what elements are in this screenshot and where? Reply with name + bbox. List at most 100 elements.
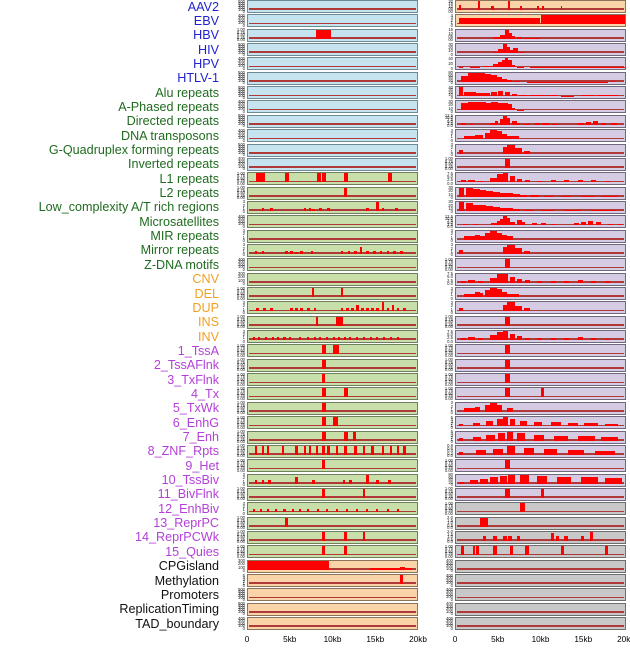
- track-plot[interactable]: [455, 502, 626, 515]
- track-plot[interactable]: [247, 445, 418, 458]
- track-plot[interactable]: [247, 301, 418, 314]
- track-label-10-tssbiv[interactable]: 10_TssBiv: [162, 474, 219, 486]
- track-plot[interactable]: [247, 258, 418, 271]
- track-plot[interactable]: [455, 431, 626, 444]
- track-plot[interactable]: [247, 373, 418, 386]
- track-label-l1-repeats[interactable]: L1 repeats: [159, 173, 219, 185]
- track-label-mirror-repeats[interactable]: Mirror repeats: [141, 244, 219, 256]
- track-plot[interactable]: [247, 474, 418, 487]
- track-plot[interactable]: [455, 144, 626, 157]
- track-label-inverted-repeats[interactable]: Inverted repeats: [128, 158, 219, 170]
- track-plot[interactable]: [247, 172, 418, 185]
- track-plot[interactable]: [247, 560, 418, 573]
- track-plot[interactable]: [455, 517, 626, 530]
- track-plot[interactable]: [247, 273, 418, 286]
- track-plot[interactable]: [247, 201, 418, 214]
- track-label-ebv[interactable]: EBV: [194, 15, 219, 27]
- track-label-9-het[interactable]: 9_Het: [185, 460, 219, 472]
- track-plot[interactable]: [455, 100, 626, 113]
- track-plot[interactable]: [455, 560, 626, 573]
- track-plot[interactable]: [455, 287, 626, 300]
- track-plot[interactable]: [455, 29, 626, 42]
- track-label-directed-repeats[interactable]: Directed repeats: [127, 115, 219, 127]
- track-plot[interactable]: [455, 574, 626, 587]
- track-plot[interactable]: [247, 617, 418, 630]
- track-plot[interactable]: [455, 545, 626, 558]
- track-plot[interactable]: [247, 359, 418, 372]
- track-plot[interactable]: [455, 172, 626, 185]
- track-plot[interactable]: [247, 387, 418, 400]
- track-plot[interactable]: [247, 0, 418, 13]
- track-plot[interactable]: [455, 129, 626, 142]
- track-label-htlv-1[interactable]: HTLV-1: [177, 72, 219, 84]
- track-plot[interactable]: [247, 244, 418, 257]
- track-label-l2-repeats[interactable]: L2 repeats: [159, 187, 219, 199]
- track-plot[interactable]: [455, 603, 626, 616]
- track-plot[interactable]: [247, 517, 418, 530]
- track-plot[interactable]: [455, 330, 626, 343]
- track-plot[interactable]: [247, 29, 418, 42]
- track-label-aav2[interactable]: AAV2: [188, 1, 219, 13]
- track-plot[interactable]: [455, 230, 626, 243]
- track-plot[interactable]: [455, 86, 626, 99]
- track-label-low-complexity-a-t-rich-regions[interactable]: Low_complexity A/T rich regions: [39, 201, 219, 213]
- track-plot[interactable]: [455, 187, 626, 200]
- track-label-microsatellites[interactable]: Microsatellites: [139, 216, 219, 228]
- track-plot[interactable]: [455, 445, 626, 458]
- track-label-4-tx[interactable]: 4_Tx: [191, 388, 219, 400]
- track-label-6-enhg[interactable]: 6_EnhG: [173, 417, 219, 429]
- track-plot[interactable]: [247, 402, 418, 415]
- track-label-5-txwk[interactable]: 5_TxWk: [173, 402, 219, 414]
- track-label-13-reprpc[interactable]: 13_ReprPC: [153, 517, 219, 529]
- track-label-dup[interactable]: DUP: [192, 302, 219, 314]
- track-plot[interactable]: [455, 474, 626, 487]
- track-plot[interactable]: [455, 215, 626, 228]
- track-plot[interactable]: [247, 187, 418, 200]
- track-plot[interactable]: [455, 244, 626, 257]
- track-plot[interactable]: [455, 258, 626, 271]
- track-plot[interactable]: [247, 215, 418, 228]
- track-label-tad-boundary[interactable]: TAD_boundary: [135, 618, 219, 630]
- track-plot[interactable]: [247, 144, 418, 157]
- track-label-g-quadruplex-forming-repeats[interactable]: G-Quadruplex forming repeats: [49, 144, 219, 156]
- track-plot[interactable]: [455, 14, 626, 27]
- track-plot[interactable]: [455, 416, 626, 429]
- track-plot[interactable]: [247, 158, 418, 171]
- track-label-hpv[interactable]: HPV: [193, 58, 219, 70]
- track-plot[interactable]: [455, 488, 626, 501]
- track-label-z-dna-motifs[interactable]: Z-DNA motifs: [144, 259, 219, 271]
- track-plot[interactable]: [455, 158, 626, 171]
- track-label-7-enh[interactable]: 7_Enh: [183, 431, 219, 443]
- track-plot[interactable]: [455, 43, 626, 56]
- track-plot[interactable]: [247, 43, 418, 56]
- track-label-replicationtiming[interactable]: ReplicationTiming: [119, 603, 219, 615]
- track-label-14-reprpcwk[interactable]: 14_ReprPCWk: [135, 531, 219, 543]
- track-plot[interactable]: [247, 129, 418, 142]
- track-label-3-txflnk[interactable]: 3_TxFlnk: [167, 374, 219, 386]
- track-label-mir-repeats[interactable]: MIR repeats: [150, 230, 219, 242]
- track-plot[interactable]: [455, 531, 626, 544]
- track-plot[interactable]: [455, 72, 626, 85]
- track-label-1-tssa[interactable]: 1_TssA: [178, 345, 219, 357]
- track-plot[interactable]: [247, 330, 418, 343]
- track-label-del[interactable]: DEL: [195, 288, 220, 300]
- track-plot[interactable]: [455, 301, 626, 314]
- track-plot[interactable]: [455, 459, 626, 472]
- track-label-2-tssaflnk[interactable]: 2_TssAFlnk: [154, 359, 219, 371]
- track-plot[interactable]: [247, 100, 418, 113]
- track-label-12-enhbiv[interactable]: 12_EnhBiv: [158, 503, 219, 515]
- track-plot[interactable]: [455, 316, 626, 329]
- track-plot[interactable]: [247, 603, 418, 616]
- track-plot[interactable]: [455, 373, 626, 386]
- track-plot[interactable]: [455, 402, 626, 415]
- track-plot[interactable]: [247, 416, 418, 429]
- track-plot[interactable]: [247, 574, 418, 587]
- track-plot[interactable]: [247, 502, 418, 515]
- track-plot[interactable]: [247, 57, 418, 70]
- track-plot[interactable]: [247, 72, 418, 85]
- track-plot[interactable]: [247, 531, 418, 544]
- track-plot[interactable]: [247, 459, 418, 472]
- track-label-cnv[interactable]: CNV: [192, 273, 219, 285]
- track-plot[interactable]: [247, 230, 418, 243]
- track-label-a-phased-repeats[interactable]: A-Phased repeats: [118, 101, 219, 113]
